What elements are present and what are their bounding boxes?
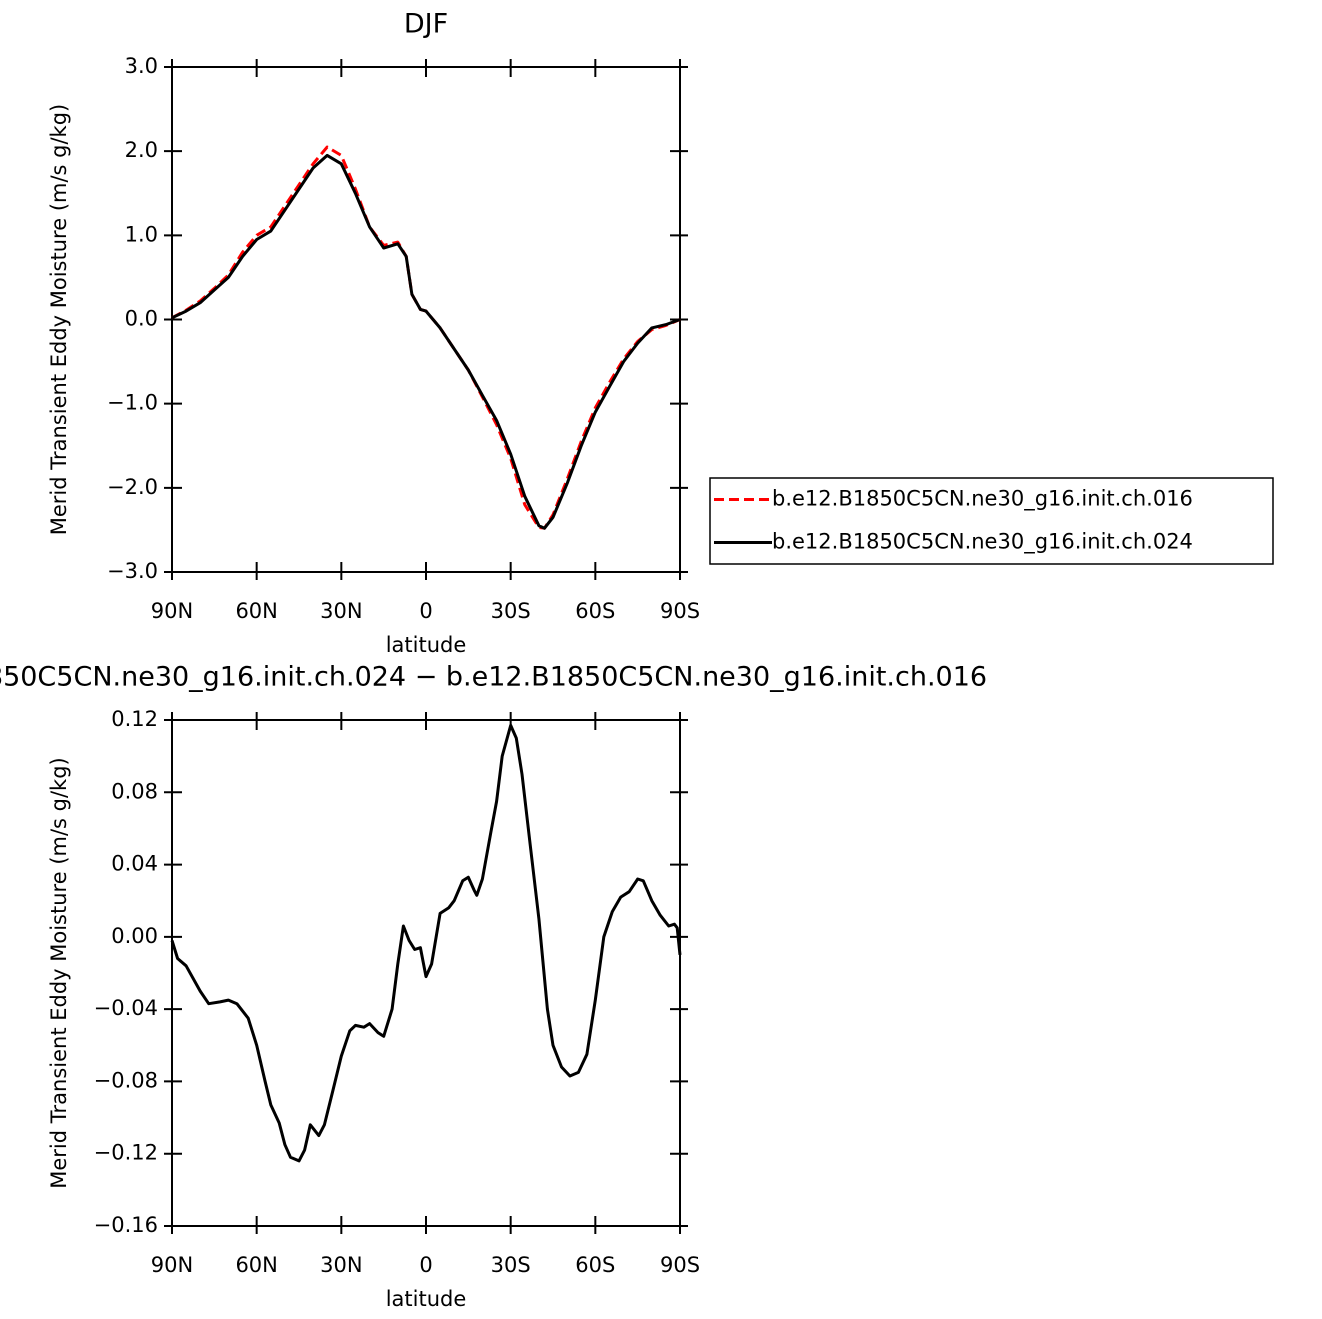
x-tick-label: 90S [660, 1253, 700, 1277]
chart-title: DJF [404, 9, 448, 40]
y-tick-label: 3.0 [125, 54, 158, 78]
x-tick-label: 90N [151, 1253, 193, 1277]
x-tick-label: 90S [660, 599, 700, 623]
y-tick-label: 2.0 [125, 138, 158, 162]
y-tick-label: −0.04 [94, 996, 158, 1020]
x-tick-label: 30N [320, 1253, 362, 1277]
y-tick-label: −3.0 [107, 559, 158, 583]
x-tick-label: 0 [419, 599, 432, 623]
x-tick-label: 60S [575, 599, 615, 623]
x-tick-label: 60N [235, 1253, 277, 1277]
y-tick-label: −0.08 [94, 1068, 158, 1092]
y-tick-label: 0.0 [125, 307, 158, 331]
x-tick-label: 60N [235, 599, 277, 623]
y-tick-label: −1.0 [107, 391, 158, 415]
x-tick-label: 90N [151, 599, 193, 623]
y-tick-label: −0.12 [94, 1141, 158, 1165]
x-tick-label: 0 [419, 1253, 432, 1277]
x-tick-label: 30N [320, 599, 362, 623]
y-axis-label: Merid Transient Eddy Moisture (m/s g/kg) [47, 104, 71, 536]
x-tick-label: 60S [575, 1253, 615, 1277]
y-tick-label: −0.16 [94, 1213, 158, 1237]
y-tick-label: 0.04 [111, 852, 158, 876]
y-tick-label: 0.08 [111, 779, 158, 803]
plot-frame [171, 66, 681, 573]
series-line [171, 153, 681, 530]
y-tick-label: 0.00 [111, 924, 158, 948]
x-tick-label: 30S [491, 1253, 531, 1277]
y-axis-label: Merid Transient Eddy Moisture (m/s g/kg) [47, 757, 71, 1189]
y-tick-label: 0.12 [111, 707, 158, 731]
legend-label: b.e12.B1850C5CN.ne30_g16.init.ch.024 [772, 530, 1193, 555]
x-tick-label: 30S [491, 599, 531, 623]
y-tick-label: 1.0 [125, 222, 158, 246]
chart-title: b.e12.B1850C5CN.ne30_g16.init.ch.024 − b… [0, 662, 987, 693]
x-axis-label: latitude [386, 633, 467, 657]
legend-box [709, 477, 1274, 565]
series-line [170, 723, 682, 1163]
y-tick-label: −2.0 [107, 475, 158, 499]
plot-frame [171, 719, 681, 1227]
x-axis-label: latitude [386, 1287, 467, 1311]
legend-label: b.e12.B1850C5CN.ne30_g16.init.ch.016 [772, 487, 1193, 512]
series-line [171, 145, 681, 530]
